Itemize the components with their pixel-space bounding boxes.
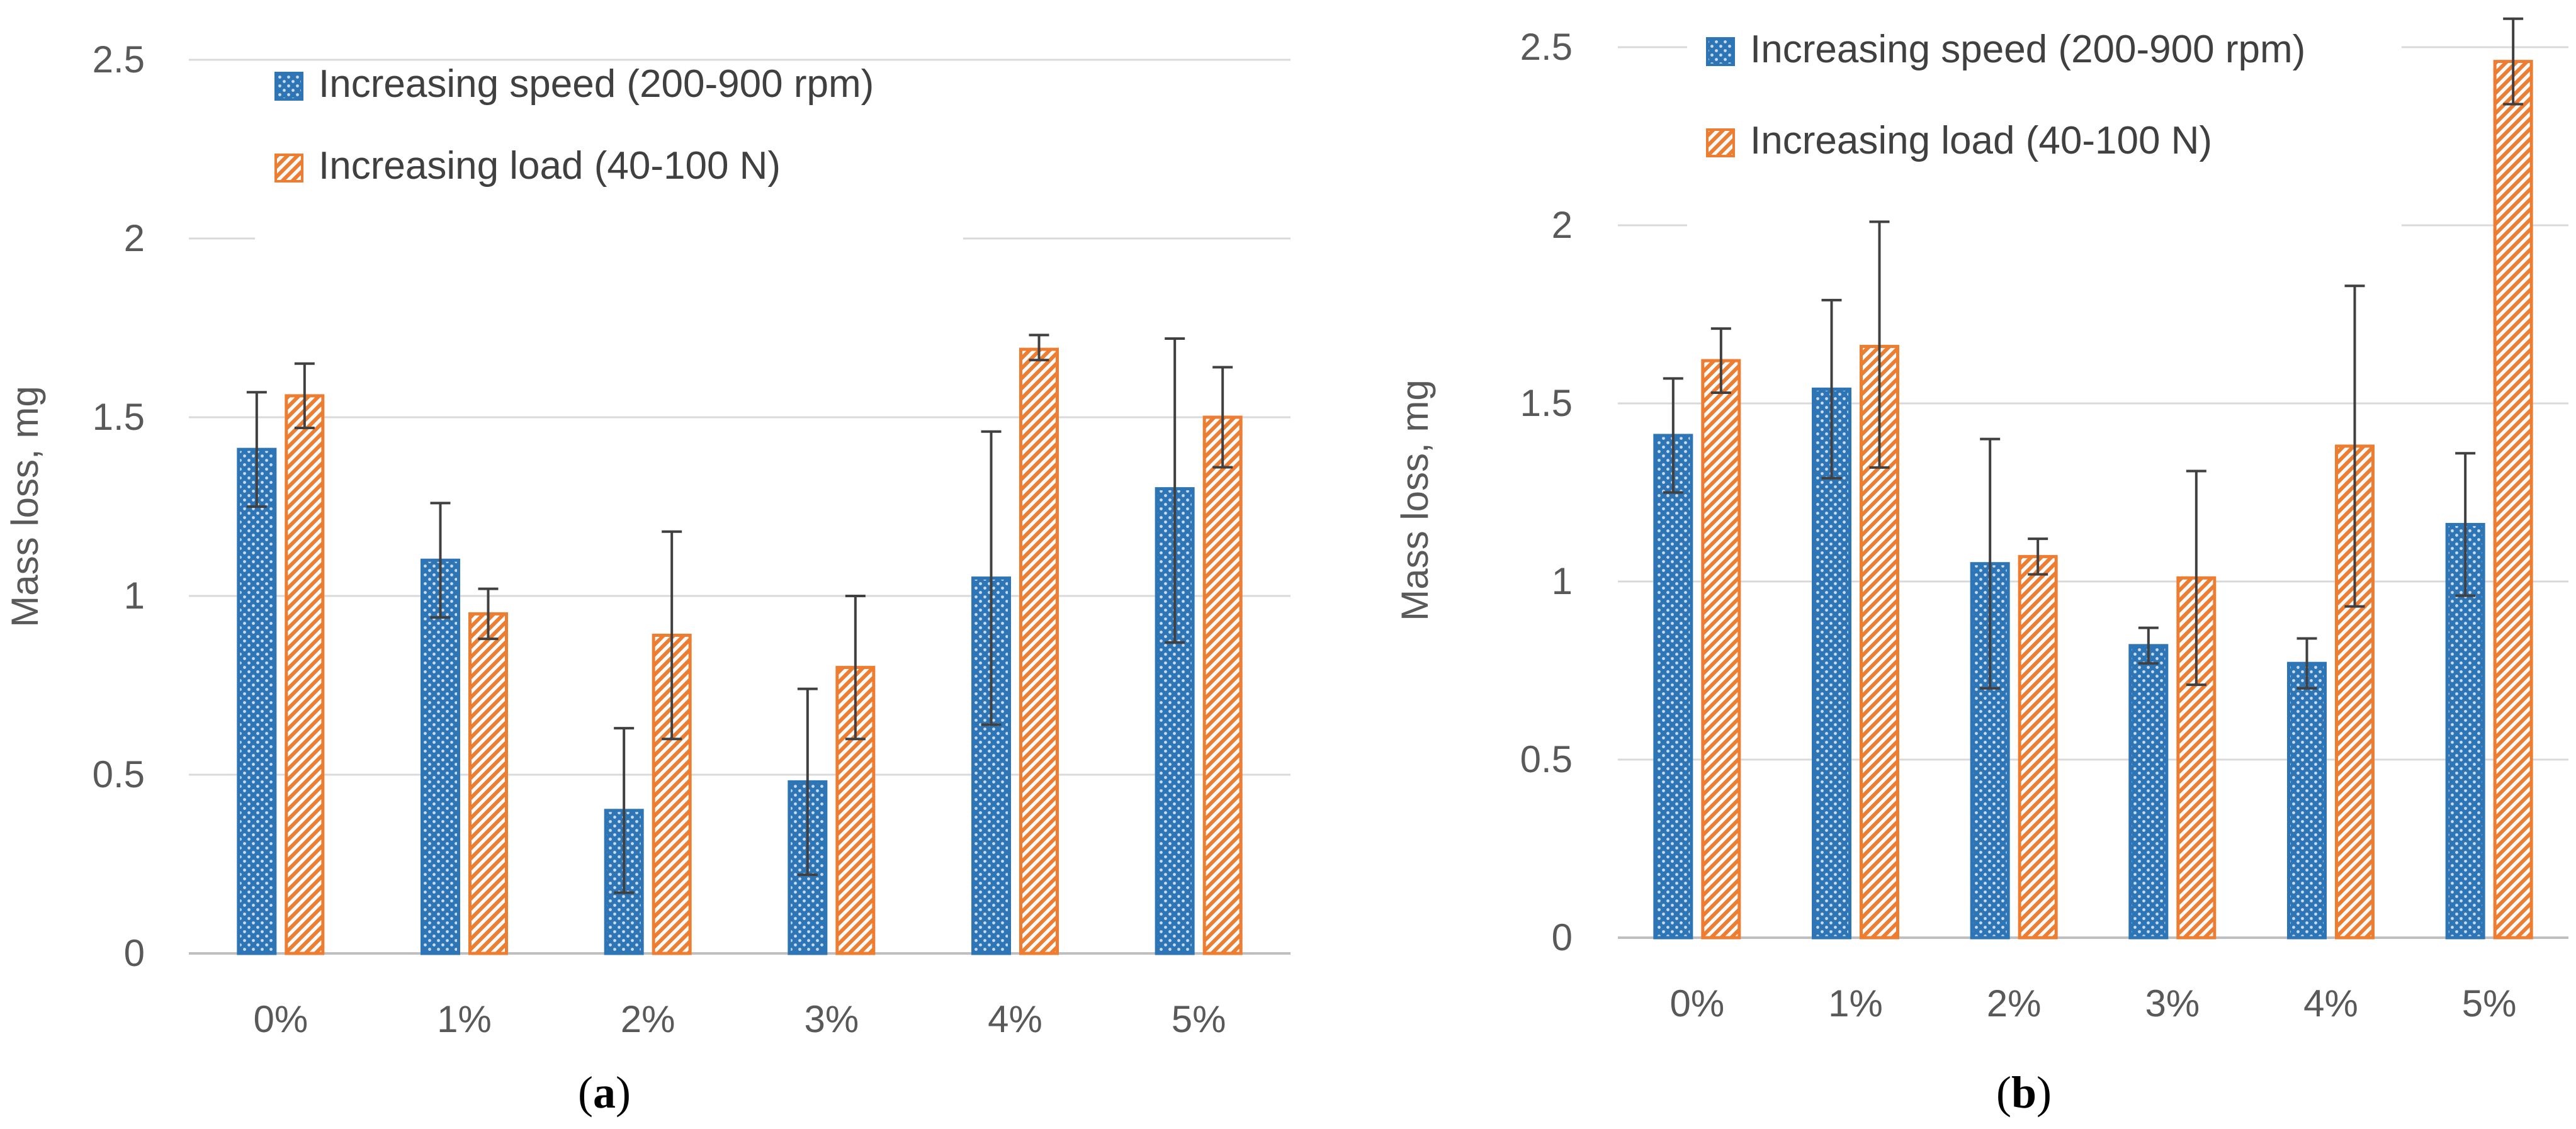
legend-item-speed: Increasing speed (200-900 rpm) <box>1706 28 2305 71</box>
bar-speed <box>2128 644 2169 940</box>
legend-label: Increasing load (40-100 N) <box>319 144 781 188</box>
legend-swatch <box>274 154 303 183</box>
legend-swatch <box>274 72 303 101</box>
error-bar <box>2344 284 2365 608</box>
x-tick-label: 3% <box>2145 982 2200 1025</box>
legend-label: Increasing speed (200-900 rpm) <box>1750 28 2305 71</box>
bar-load <box>468 612 508 955</box>
error-bar <box>2503 17 2524 106</box>
y-tick-label: 0 <box>1552 916 1573 958</box>
x-tick-label: 1% <box>1828 982 1883 1025</box>
error-bar <box>981 430 1002 726</box>
y-tick-label: 1 <box>1552 560 1573 602</box>
y-tick-label: 1.5 <box>1520 382 1573 424</box>
legend-background <box>255 63 963 264</box>
bar-speed <box>1653 434 1693 940</box>
error-bar <box>614 727 635 894</box>
error-bar <box>1821 298 1842 480</box>
x-tick-label: 0% <box>253 998 308 1040</box>
legend-label: Increasing load (40-100 N) <box>1750 119 2212 162</box>
bar-speed <box>421 558 460 955</box>
error-bar <box>1710 327 1731 395</box>
error-bar <box>2455 452 2476 597</box>
x-tick-label: 2% <box>1987 982 2042 1025</box>
x-tick-label: 0% <box>1669 982 1724 1025</box>
legend-item-load: Increasing load (40-100 N) <box>274 144 781 188</box>
y-tick-label: 0 <box>124 932 145 974</box>
error-bar <box>2028 537 2048 576</box>
bar-load <box>1019 347 1059 955</box>
bar-load <box>1202 415 1243 955</box>
bar-load <box>285 394 325 955</box>
error-bar <box>1869 220 1890 469</box>
legend-background <box>1687 31 2402 227</box>
y-tick-label: 0.5 <box>93 753 145 795</box>
y-axis-title: Mass loss, mg <box>1394 379 1436 621</box>
x-tick-label: 1% <box>437 998 492 1040</box>
error-bar <box>2138 626 2159 665</box>
legend-item-load: Increasing load (40-100 N) <box>1706 119 2212 162</box>
panel-caption: (a) <box>578 1067 631 1118</box>
y-axis-title: Mass loss, mg <box>4 386 46 627</box>
y-tick-label: 2.5 <box>1520 26 1573 68</box>
error-bar <box>294 362 315 430</box>
error-bar <box>662 530 682 741</box>
legend-swatch <box>1706 128 1735 157</box>
error-bar <box>1980 437 2001 690</box>
error-bar <box>1663 377 1683 494</box>
x-tick-label: 4% <box>2303 982 2358 1025</box>
y-tick-label: 2 <box>124 217 145 259</box>
chart-b: 0 0.5 1 1.5 2 2.5 Mass loss, mg 0% 1% 2% 3% 4% 5% Inc… <box>1394 17 2568 1118</box>
error-bar <box>246 391 267 508</box>
error-bar <box>797 687 818 877</box>
bar-load <box>2018 554 2058 940</box>
y-tick-label: 1 <box>124 575 145 617</box>
bar-speed <box>237 447 277 955</box>
x-tick-label: 5% <box>1172 998 1226 1040</box>
error-bar <box>845 595 866 741</box>
legend-item-speed: Increasing speed (200-900 rpm) <box>274 62 874 106</box>
y-tick-label: 2 <box>1552 204 1573 246</box>
y-tick-label: 0.5 <box>1520 738 1573 780</box>
error-bar <box>2296 637 2317 690</box>
error-bar <box>1029 334 1049 362</box>
x-tick-label: 2% <box>621 998 675 1040</box>
error-bar <box>1165 337 1185 644</box>
legend-swatch <box>1706 37 1735 66</box>
legend-label: Increasing speed (200-900 rpm) <box>319 62 874 106</box>
x-tick-label: 5% <box>2462 982 2517 1025</box>
chart-a: 0 0.5 1 1.5 2 2.5 Mass loss, mg 0% 1% 2% 3% 4% 5% Inc… <box>4 38 1291 1118</box>
x-tick-label: 4% <box>988 998 1042 1040</box>
bar-load <box>2493 60 2533 940</box>
x-tick-label: 3% <box>804 998 859 1040</box>
y-tick-label: 1.5 <box>93 396 145 438</box>
panel-caption: (b) <box>1996 1067 2052 1118</box>
error-bar <box>2186 469 2206 687</box>
error-bar <box>478 587 499 641</box>
error-bar <box>430 502 451 619</box>
y-tick-label: 2.5 <box>93 38 145 81</box>
error-bar <box>1212 366 1233 469</box>
bar-load <box>1701 359 1741 940</box>
bar-speed <box>2287 661 2327 940</box>
